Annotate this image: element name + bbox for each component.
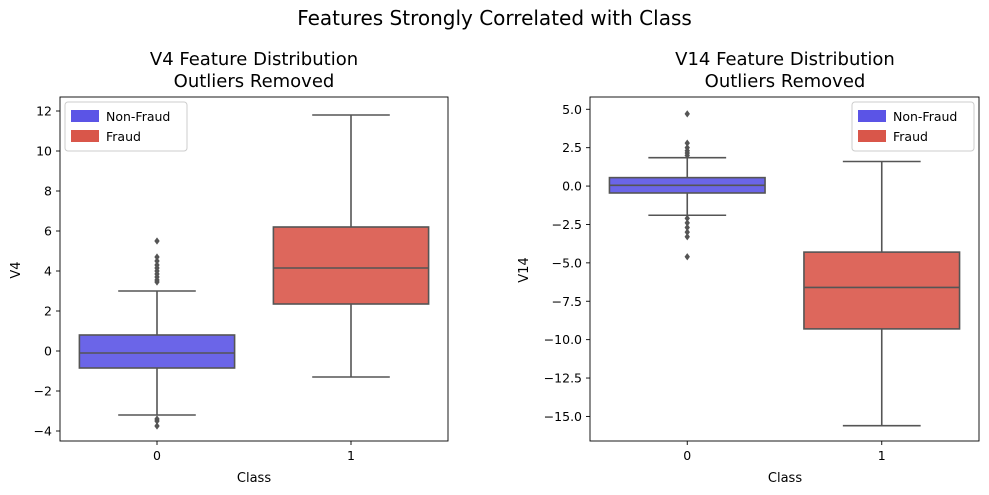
v14-legend: Non-Fraud Fraud bbox=[851, 101, 975, 152]
v4-legend: Non-Fraud Fraud bbox=[64, 101, 188, 152]
outlier-point bbox=[684, 214, 690, 222]
outlier-point bbox=[684, 233, 690, 241]
v14-box-class-0 bbox=[608, 110, 766, 261]
panel-v4-ylabel: V4 bbox=[9, 261, 24, 278]
v14-ytick-label: 2.5 bbox=[562, 140, 582, 155]
v4-ytick-label: 6 bbox=[44, 224, 52, 239]
v14-axes-frame bbox=[589, 96, 980, 442]
v14-ytick-label: −5.0 bbox=[552, 255, 582, 270]
outlier-point bbox=[684, 151, 690, 159]
panel-v14-xlabel: Class bbox=[768, 471, 802, 486]
outlier-point bbox=[684, 223, 690, 232]
v4-ytick-label: −4 bbox=[34, 424, 52, 439]
outlier-point bbox=[154, 422, 160, 430]
panel-v14-ylabel: V14 bbox=[517, 257, 532, 282]
v14-ytick-label: −2.5 bbox=[552, 217, 582, 232]
v4-ytick-label: 0 bbox=[44, 344, 52, 359]
iqr-box bbox=[272, 226, 430, 305]
v4-xtick-label: 0 bbox=[153, 448, 161, 463]
legend-swatch-fraud bbox=[71, 130, 99, 142]
panel-v14-title-line2: Outliers Removed bbox=[705, 71, 866, 92]
panel-v4-title-line2: Outliers Removed bbox=[174, 71, 335, 92]
v4-ytick-label: 2 bbox=[44, 304, 52, 319]
v14-xtick-label: 1 bbox=[878, 448, 886, 463]
legend-swatch-non-fraud bbox=[858, 110, 886, 122]
v4-ytick-label: 8 bbox=[44, 184, 52, 199]
v14-ytick-label: −7.5 bbox=[552, 294, 582, 309]
figure-suptitle: Features Strongly Correlated with Class bbox=[297, 6, 692, 30]
v14-ytick-label: −12.5 bbox=[544, 371, 582, 386]
v14-xtick-label: 0 bbox=[683, 448, 691, 463]
panel-v4-title-line1: V4 Feature Distribution bbox=[150, 49, 358, 70]
v4-box-class-0 bbox=[78, 237, 236, 430]
v4-box-class-1 bbox=[272, 114, 430, 378]
outlier-point bbox=[684, 253, 690, 261]
panel-v14-title-line1: V14 Feature Distribution bbox=[675, 49, 895, 70]
legend-label-fraud: Fraud bbox=[106, 129, 141, 144]
outlier-point bbox=[154, 417, 160, 425]
iqr-box bbox=[803, 251, 961, 330]
iqr-box bbox=[78, 334, 236, 369]
panel-v4-xlabel: Class bbox=[237, 471, 271, 486]
legend-label-non-fraud: Non-Fraud bbox=[106, 109, 170, 124]
legend-label-fraud: Fraud bbox=[893, 129, 928, 144]
v4-axes-frame bbox=[59, 96, 449, 442]
outlier-point bbox=[684, 139, 690, 147]
v4-ytick-label: 10 bbox=[36, 144, 52, 159]
v4-ytick-label: −2 bbox=[34, 384, 52, 399]
legend-swatch-fraud bbox=[858, 130, 886, 142]
outlier-point bbox=[154, 237, 160, 245]
panel-v14: V14 Feature Distribution Outliers Remove… bbox=[517, 49, 980, 486]
outlier-point bbox=[684, 219, 690, 227]
legend-label-non-fraud: Non-Fraud bbox=[893, 109, 957, 124]
v14-ytick-label: 0.0 bbox=[562, 179, 582, 194]
v14-box-class-1 bbox=[803, 160, 961, 427]
v14-ytick-label: −15.0 bbox=[544, 409, 582, 424]
v4-xtick-label: 1 bbox=[347, 448, 355, 463]
outlier-point bbox=[154, 261, 160, 269]
outlier-point bbox=[154, 257, 160, 265]
v4-ytick-label: 4 bbox=[44, 264, 52, 279]
v14-ytick-label: 5.0 bbox=[562, 102, 582, 117]
v4-ytick-label: 12 bbox=[36, 104, 52, 119]
outlier-point bbox=[684, 110, 690, 118]
outlier-point bbox=[154, 253, 160, 261]
legend-swatch-non-fraud bbox=[71, 110, 99, 122]
v14-ytick-label: −10.0 bbox=[544, 332, 582, 347]
outlier-point bbox=[684, 228, 690, 236]
panel-v4: V4 Feature Distribution Outliers Removed… bbox=[9, 49, 449, 486]
